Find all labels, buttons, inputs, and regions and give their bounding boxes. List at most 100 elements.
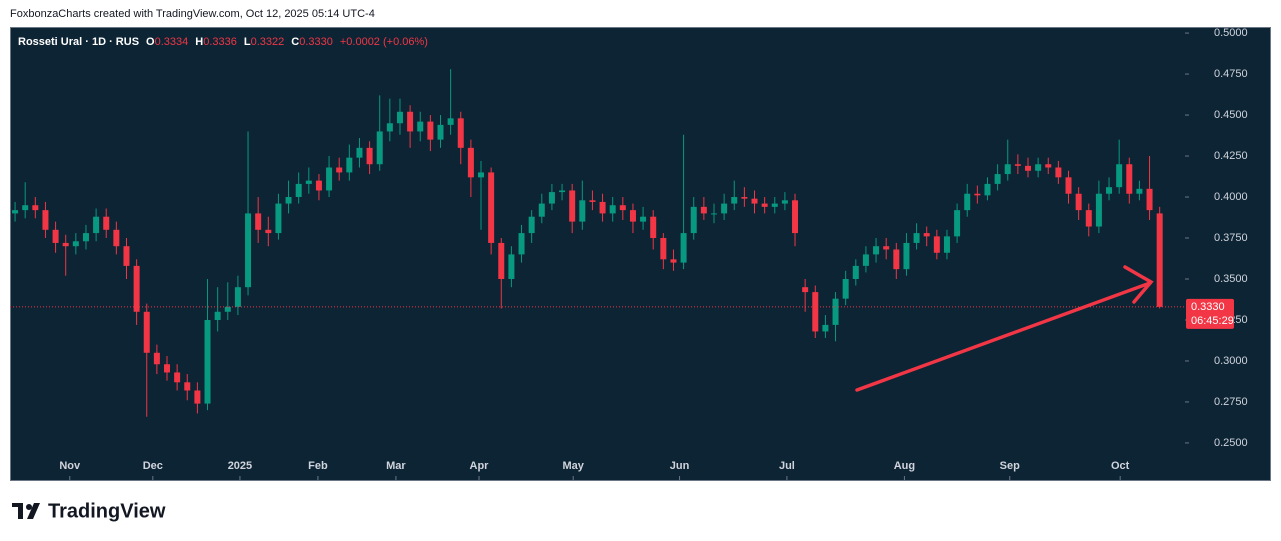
x-tick-label: Jun bbox=[670, 460, 690, 472]
candle-body bbox=[579, 200, 586, 222]
candle-body bbox=[893, 249, 900, 270]
candle-body bbox=[650, 216, 657, 239]
candle-body bbox=[832, 298, 839, 325]
candle-body bbox=[133, 265, 140, 312]
y-tick-label: 0.3000 bbox=[1214, 355, 1248, 367]
candle-body bbox=[710, 213, 717, 215]
candle-body bbox=[1146, 188, 1153, 211]
logo-stem bbox=[18, 503, 23, 519]
candle-body bbox=[609, 205, 616, 214]
candle-body bbox=[1035, 164, 1042, 171]
logo-dot bbox=[26, 504, 32, 510]
candle-body bbox=[376, 131, 383, 165]
candle-body bbox=[913, 233, 920, 243]
candle-body bbox=[528, 216, 535, 234]
x-tick-label: Sep bbox=[1000, 460, 1020, 472]
plot: 0.25000.27500.30000.32500.35000.37500.40… bbox=[10, 27, 1248, 480]
candle-body bbox=[589, 200, 596, 202]
candle-body bbox=[295, 183, 302, 198]
candle-body bbox=[923, 233, 930, 237]
candle-body bbox=[802, 287, 809, 293]
candle-body bbox=[336, 167, 343, 173]
y-tick-label: 0.2500 bbox=[1214, 437, 1248, 449]
annotation-arrow bbox=[855, 265, 1154, 392]
x-tick-label: Aug bbox=[894, 460, 915, 472]
y-tick-label: 0.3500 bbox=[1214, 273, 1248, 285]
candle-body bbox=[751, 198, 758, 204]
x-tick-label: Mar bbox=[386, 460, 406, 472]
candle-body bbox=[285, 197, 292, 204]
candle-body bbox=[781, 200, 788, 204]
candle-body bbox=[488, 172, 495, 243]
x-tick-label: Apr bbox=[470, 460, 490, 472]
candle-body bbox=[143, 311, 150, 353]
last-price-label: 0.3330 bbox=[1191, 301, 1225, 313]
legend-value: 0.3330 bbox=[299, 36, 333, 48]
candle-body bbox=[933, 236, 940, 253]
candle-body bbox=[356, 147, 363, 158]
y-tick-label: 0.4250 bbox=[1214, 150, 1248, 162]
candle-body bbox=[42, 210, 49, 230]
candle-body bbox=[994, 174, 1001, 184]
candle-body bbox=[518, 233, 525, 255]
candle-body bbox=[498, 242, 505, 279]
candle-body bbox=[629, 210, 636, 222]
chart-panel bbox=[10, 27, 1271, 481]
candle-body bbox=[346, 157, 353, 173]
candle-body bbox=[326, 167, 333, 191]
logo-bar bbox=[12, 503, 23, 507]
last-price-box bbox=[1186, 298, 1234, 329]
candle-body bbox=[305, 180, 312, 184]
candle-body bbox=[1095, 193, 1102, 227]
x-tick-label: Jul bbox=[779, 460, 795, 472]
candle-body bbox=[690, 206, 697, 234]
candle-body bbox=[1055, 167, 1062, 178]
candle-body bbox=[214, 311, 221, 320]
arrow-head bbox=[1123, 265, 1154, 304]
candle-body bbox=[103, 216, 110, 230]
y-tick-label: 0.2750 bbox=[1214, 396, 1248, 408]
candle-body bbox=[72, 241, 79, 247]
candle-body bbox=[771, 203, 778, 207]
candle-body bbox=[954, 210, 961, 237]
candle-body bbox=[1106, 187, 1113, 194]
candle-body bbox=[52, 229, 59, 243]
candle-body bbox=[174, 372, 181, 383]
legend-value: 0.3322 bbox=[251, 36, 285, 48]
arrow-shaft bbox=[855, 281, 1152, 392]
candle-body bbox=[548, 192, 555, 204]
candle-body bbox=[1136, 188, 1143, 194]
candle-body bbox=[153, 352, 160, 365]
candle-body bbox=[255, 213, 262, 230]
brand: TradingView bbox=[48, 500, 166, 522]
candle-body bbox=[1116, 164, 1123, 188]
y-tick-label: 0.4500 bbox=[1214, 109, 1248, 121]
candle-body bbox=[700, 206, 707, 214]
candle-body bbox=[974, 193, 981, 196]
candle-body bbox=[245, 213, 252, 288]
candle-body bbox=[234, 287, 241, 307]
logo-slash bbox=[27, 503, 40, 519]
candle-body bbox=[1014, 164, 1021, 166]
candle-body bbox=[478, 172, 485, 178]
x-tick-label: Dec bbox=[143, 460, 163, 472]
candle-body bbox=[508, 254, 515, 279]
candle-body bbox=[852, 265, 859, 279]
candle-body bbox=[903, 242, 910, 270]
candle-body bbox=[62, 242, 69, 247]
candle-body bbox=[164, 364, 171, 373]
candle-body bbox=[184, 382, 191, 391]
candle-body bbox=[123, 246, 130, 266]
candle-body bbox=[761, 203, 768, 207]
y-tick-label: 0.4000 bbox=[1214, 191, 1248, 203]
candle-body bbox=[731, 197, 738, 204]
candle-body bbox=[1126, 164, 1133, 194]
candle-body bbox=[265, 229, 272, 234]
candle-body bbox=[12, 210, 19, 214]
candle-body bbox=[315, 180, 322, 191]
candle-body bbox=[569, 190, 576, 222]
candle-body bbox=[194, 390, 201, 404]
candle-body bbox=[204, 319, 211, 404]
candle-body bbox=[417, 121, 424, 132]
x-tick-label: 2025 bbox=[228, 460, 252, 472]
